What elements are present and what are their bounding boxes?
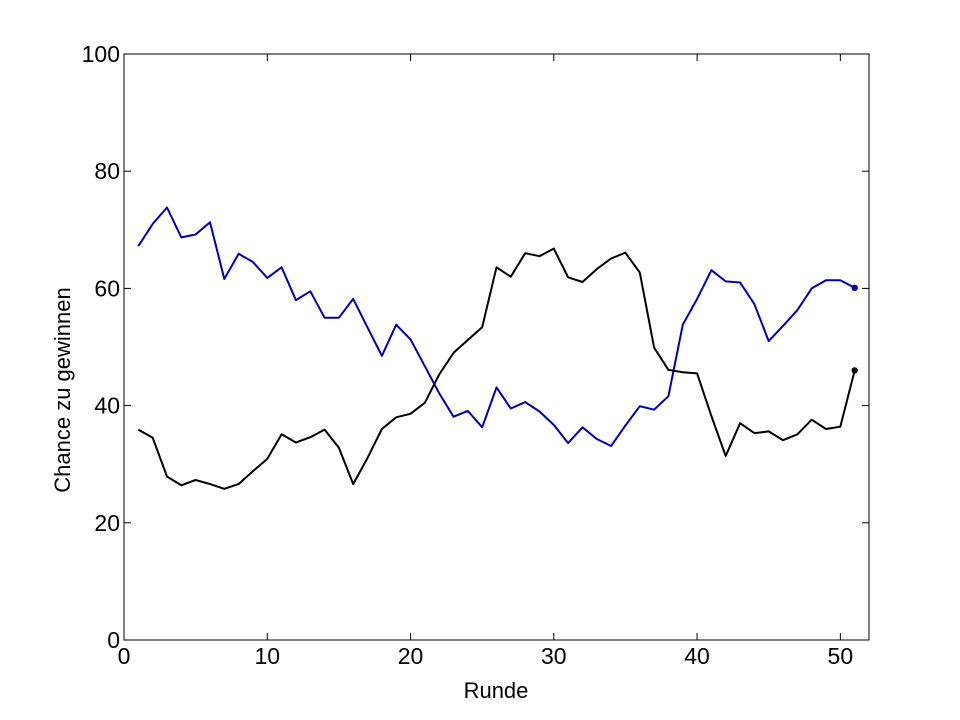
- x-tick-label: 20: [398, 643, 424, 669]
- series-end-marker-1: [851, 284, 858, 292]
- y-tick-label: 100: [82, 41, 120, 67]
- x-tick-label: 40: [684, 643, 710, 669]
- y-axis-label: Chance zu gewinnen: [50, 287, 75, 492]
- series-line-2: [137, 247, 856, 490]
- plot-area: [123, 53, 870, 641]
- x-tick-label: 0: [118, 643, 131, 669]
- y-tick-label: 20: [94, 510, 120, 536]
- series-end-marker-2: [851, 367, 858, 374]
- series-lines: [137, 206, 858, 490]
- x-tick-label: 10: [254, 643, 280, 669]
- x-tick-label: 50: [828, 643, 854, 669]
- y-tick-label: 80: [94, 158, 120, 184]
- y-tick-label: 0: [107, 627, 120, 653]
- x-axis-label: Runde: [464, 678, 529, 703]
- x-tick-label: 30: [541, 643, 567, 669]
- series-line-1: [137, 206, 856, 447]
- y-tick-label: 60: [94, 275, 120, 301]
- axis-ticks: 0 10 20 30 40 50 0 20 40 60 80 100: [82, 41, 869, 669]
- y-tick-label: 40: [94, 393, 120, 419]
